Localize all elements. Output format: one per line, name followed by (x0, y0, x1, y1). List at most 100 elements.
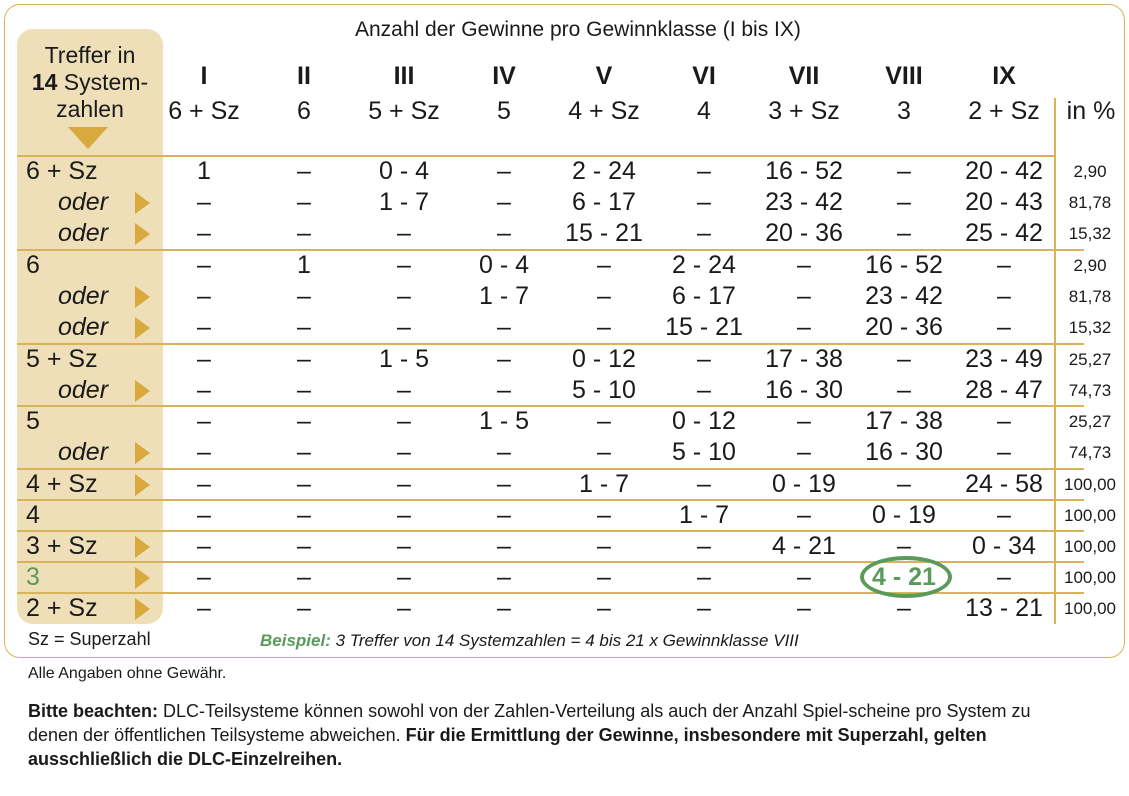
row-label: oder (58, 219, 109, 247)
table-cell: – (697, 563, 711, 591)
class-roman-6: VI (692, 62, 716, 90)
row-label: oder (58, 188, 109, 216)
percent-cell: 100,00 (1064, 599, 1116, 618)
table-cell: – (597, 251, 611, 279)
table-cell: – (397, 501, 411, 529)
table-cell: – (497, 438, 511, 466)
table-cell: – (297, 563, 311, 591)
table-cell: 1 - 5 (378, 345, 430, 373)
triangle-right-icon (135, 192, 150, 214)
table-cell: 0 - 19 (872, 501, 936, 529)
table-cell: – (697, 157, 711, 185)
table-cell: 17 - 38 (765, 345, 843, 373)
table-cell: 6 - 17 (572, 188, 636, 216)
note-text: DLC-Teilsysteme können sowohl von der Za… (28, 701, 1031, 745)
table-cell: – (697, 345, 711, 373)
class-roman-8: VIII (885, 62, 923, 90)
table-cell: – (197, 251, 211, 279)
table-cell: 24 - 58 (965, 470, 1043, 498)
table-cell: – (897, 594, 911, 622)
percent-divider (1054, 98, 1056, 624)
table-cell: – (197, 438, 211, 466)
table-cell: 20 - 43 (965, 188, 1043, 216)
table-cell: 25 - 42 (965, 219, 1043, 247)
table-cell: 16 - 30 (865, 438, 943, 466)
table-cell: – (997, 251, 1011, 279)
class-condition-2: 6 (297, 97, 311, 125)
class-condition-1: 6 + Sz (168, 97, 240, 125)
table-cell: – (497, 313, 511, 341)
table-cell: – (297, 501, 311, 529)
table-cell: – (997, 282, 1011, 310)
table-cell: – (397, 313, 411, 341)
table-cell: 20 - 36 (765, 219, 843, 247)
table-cell: – (597, 501, 611, 529)
class-roman-4: IV (492, 62, 516, 90)
table-cell: 1 - 7 (678, 501, 730, 529)
table-cell: 4 - 21 (772, 532, 836, 560)
table-cell: 1 - 5 (478, 407, 530, 435)
table-cell: – (197, 282, 211, 310)
table-cell: – (397, 532, 411, 560)
row-divider (17, 405, 1084, 407)
example-body: 3 Treffer von 14 Systemzahlen = 4 bis 21… (330, 631, 799, 650)
class-condition-3: 5 + Sz (368, 97, 440, 125)
table-cell: – (497, 470, 511, 498)
table-cell: – (497, 532, 511, 560)
table-cell: 0 - 4 (478, 251, 530, 279)
table-cell: – (797, 313, 811, 341)
table-cell: – (797, 438, 811, 466)
percent-cell: 74,73 (1068, 443, 1112, 462)
table-cell: 5 - 10 (672, 438, 736, 466)
table-cell: – (197, 470, 211, 498)
row-divider (17, 530, 1084, 532)
class-condition-8: 3 (897, 97, 911, 125)
class-roman-7: VII (788, 62, 820, 90)
table-cell: 13 - 21 (965, 594, 1043, 622)
table-cell: – (497, 563, 511, 591)
table-cell: – (897, 219, 911, 247)
table-cell: – (397, 563, 411, 591)
table-cell: – (897, 345, 911, 373)
table-cell: – (797, 501, 811, 529)
table-cell: – (497, 345, 511, 373)
table-cell: 0 - 12 (572, 345, 636, 373)
table-cell: – (197, 407, 211, 435)
row-label: 3 + Sz (26, 532, 98, 560)
percent-cell: 15,32 (1068, 224, 1112, 243)
table-cell: – (797, 407, 811, 435)
percent-header: in % (1066, 97, 1116, 125)
table-cell: 1 - 7 (478, 282, 530, 310)
example-highlight-circle (860, 556, 952, 598)
table-cell: – (597, 407, 611, 435)
class-roman-1: I (200, 62, 208, 90)
side-header-line1: Treffer in (44, 42, 136, 68)
table-cell: 15 - 21 (565, 219, 643, 247)
table-cell: – (197, 188, 211, 216)
class-condition-9: 2 + Sz (968, 97, 1040, 125)
class-condition-6: 4 (697, 97, 711, 125)
table-cell: 23 - 42 (765, 188, 843, 216)
table-cell: – (297, 438, 311, 466)
class-roman-2: II (297, 62, 311, 90)
example-label: Beispiel: (260, 631, 331, 650)
table-cell: 23 - 42 (865, 282, 943, 310)
table-cell: – (397, 376, 411, 404)
row-divider (17, 468, 1084, 470)
side-header-system: System- (57, 69, 149, 95)
table-cell: 17 - 38 (865, 407, 943, 435)
table-cell: – (797, 282, 811, 310)
table-cell: – (297, 313, 311, 341)
table-cell: 2 - 24 (572, 157, 636, 185)
triangle-right-icon (135, 598, 150, 620)
triangle-right-icon (135, 223, 150, 245)
table-cell: – (697, 470, 711, 498)
row-label: 6 (26, 251, 40, 279)
table-cell: – (297, 407, 311, 435)
table-cell: 20 - 36 (865, 313, 943, 341)
table-cell: 0 - 12 (672, 407, 736, 435)
legend-superzahl: Sz = Superzahl (28, 629, 151, 649)
note-bold-outro: Für die Ermittlung der Gewinne, insbeson… (28, 725, 987, 769)
row-label: 5 (26, 407, 40, 435)
row-divider (17, 499, 1084, 501)
